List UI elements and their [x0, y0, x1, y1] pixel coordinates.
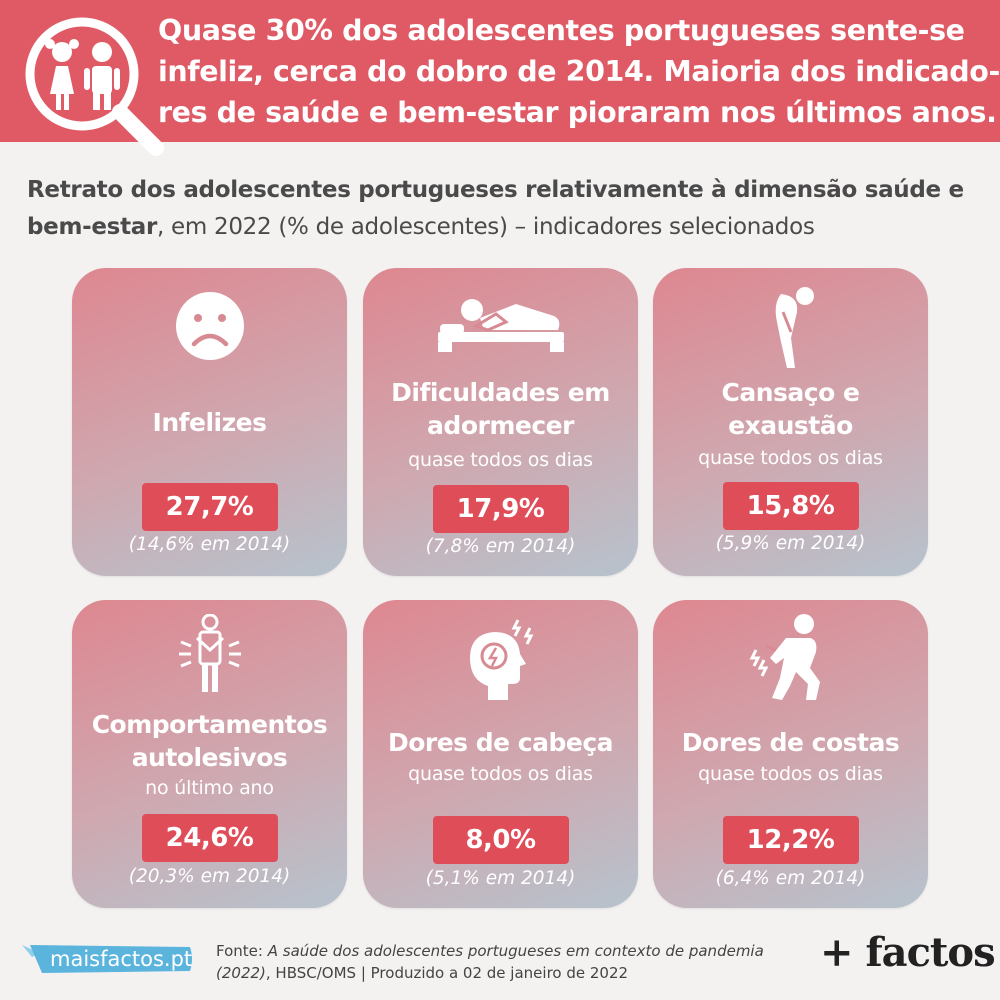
card-note: quase todos os dias [698, 447, 883, 469]
card-value: 24,6% [141, 814, 278, 862]
card-cansaco-exaustao: Cansaço e exaustão quase todos os dias 1… [653, 268, 928, 576]
card-title-line: Dores de costas [681, 728, 900, 757]
sad-face-icon [175, 292, 244, 360]
tired-person-icon [775, 287, 814, 368]
card-value: 17,9% [432, 485, 569, 533]
card-title: Comportamentos autolesivos [72, 708, 347, 774]
source-note: Fonte: A saúde dos adolescentes portugue… [216, 940, 816, 984]
header-banner: Quase 30% dos adolescentes portugueses s… [0, 0, 1000, 156]
subtitle: Retrato dos adolescentes portugueses rel… [27, 172, 987, 246]
source-label: Fonte: [216, 942, 268, 960]
card-note: quase todos os dias [408, 763, 593, 785]
card-title-line: exaustão [728, 411, 853, 440]
card-previous-value: (20,3% em 2014) [128, 866, 291, 887]
headline-line-3: res de saúde e bem-estar pioraram nos úl… [158, 96, 997, 129]
card-value: 27,7% [141, 483, 278, 531]
card-title-line: adormecer [427, 411, 574, 440]
card-dificuldades-adormecer: Dificuldades em adormecer quase todos os… [363, 268, 638, 576]
sleeping-person-icon [437, 299, 564, 352]
card-previous-value: (5,9% em 2014) [715, 533, 866, 554]
logo-text: maisfactos.pt [50, 947, 193, 971]
subtitle-line-1: Retrato dos adolescentes portugueses rel… [27, 177, 964, 203]
source-details: , HBSC/OMS | Produzido a 02 de janeiro d… [265, 964, 629, 982]
card-previous-value: (5,1% em 2014) [425, 868, 576, 889]
maisfactos-logo[interactable]: maisfactos.pt [22, 943, 194, 975]
card-title: Dores de costas [653, 726, 928, 759]
card-title-line: Dores de cabeça [387, 728, 614, 757]
card-note: quase todos os dias [408, 449, 593, 471]
card-note: quase todos os dias [698, 763, 883, 785]
card-previous-value: (6,4% em 2014) [715, 868, 866, 889]
card-dores-cabeca: Dores de cabeça quase todos os dias 8,0%… [363, 600, 638, 908]
card-previous-value: (14,6% em 2014) [128, 534, 291, 555]
card-note: no último ano [145, 777, 274, 799]
self-harm-person-icon [178, 614, 241, 692]
card-title: Dores de cabeça [363, 726, 638, 759]
card-title-line: Comportamentos [91, 710, 328, 739]
card-title: Cansaço e exaustão [653, 376, 928, 442]
card-comportamentos-autolesivos: Comportamentos autolesivos no último ano… [72, 600, 347, 908]
card-value: 12,2% [722, 816, 859, 864]
headline-line-2: infeliz, cerca do dobro de 2014. Maioria… [158, 55, 1000, 88]
card-infelizes: Infelizes 27,7% (14,6% em 2014) [72, 268, 347, 576]
card-previous-value: (7,8% em 2014) [425, 536, 576, 557]
card-title-line: Cansaço e [721, 378, 860, 407]
card-value: 8,0% [432, 816, 569, 864]
source-title: A saúde dos adolescentes portugueses em … [267, 942, 764, 960]
headline: Quase 30% dos adolescentes portugueses s… [158, 10, 1000, 133]
source-year: (2022) [216, 964, 266, 982]
subtitle-line-2-bold: bem-estar [27, 214, 158, 240]
card-title-line: autolesivos [131, 743, 288, 772]
headline-line-1: Quase 30% dos adolescentes portugueses s… [158, 14, 965, 47]
subtitle-line-2-rest: , em 2022 (% de adolescentes) – indicado… [157, 214, 815, 240]
card-dores-costas: Dores de costas quase todos os dias 12,2… [653, 600, 928, 908]
back-pain-icon [749, 614, 820, 700]
magnifier-children-icon [25, 17, 164, 156]
brand-logo: + factos [820, 929, 996, 976]
card-title: Dificuldades em adormecer [363, 376, 638, 442]
card-title: Infelizes [72, 406, 347, 439]
headache-icon [469, 619, 533, 700]
card-title-line: Infelizes [152, 408, 267, 437]
card-title-line: Dificuldades em [391, 378, 610, 407]
card-value: 15,8% [722, 482, 859, 530]
paper-plane-icon [22, 945, 192, 973]
